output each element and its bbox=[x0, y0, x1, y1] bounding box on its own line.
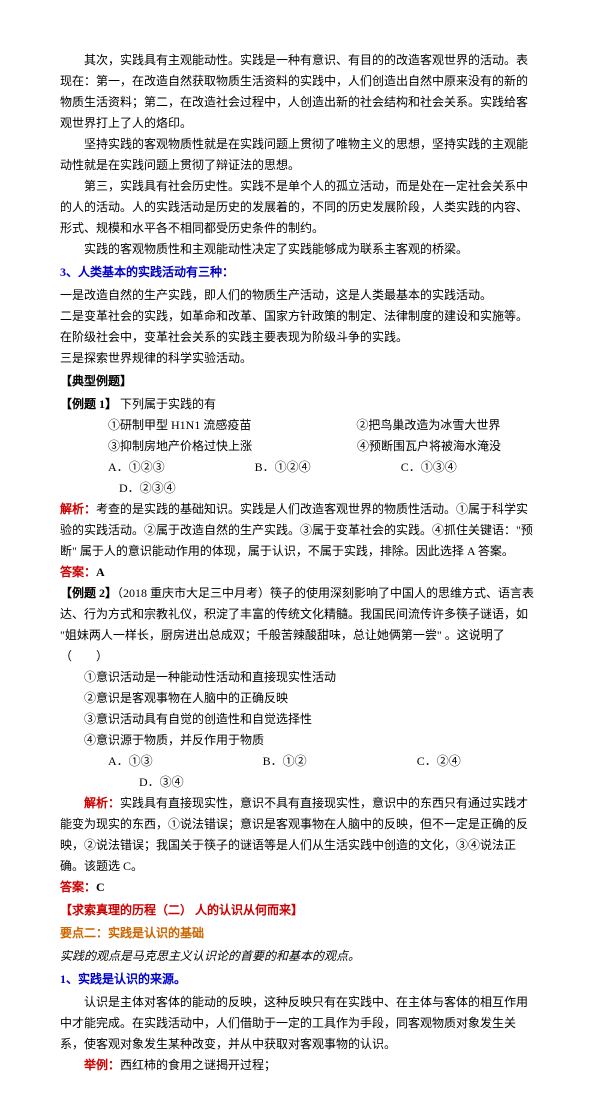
q2-B: B．①② bbox=[239, 751, 307, 772]
q2-jiexi-label: 解析： bbox=[84, 796, 120, 810]
q1-opts-row1: ①研制甲型 H1N1 流感疫苗 ②把鸟巢改造为冰雪大世界 bbox=[60, 415, 535, 436]
q1-D: D．②③④ bbox=[95, 478, 176, 499]
q2-source: （2018 重庆市大足三中月考） bbox=[117, 586, 270, 600]
q1-A: A．①②③ bbox=[84, 457, 165, 478]
para-italic: 实践的观点是马克思主义认识论的首要的和基本的观点。 bbox=[60, 946, 535, 967]
q1-line: 【例题 1】 下列属于实践的有 bbox=[60, 394, 535, 415]
q1-daan-text: A bbox=[96, 565, 105, 579]
q2-title: 【例题 2】 bbox=[60, 586, 117, 600]
q1-opt4: ④预断围瓦户将被海水淹没 bbox=[333, 436, 501, 457]
para-2: 坚持实践的客观物质性就是在实践问题上贯彻了唯物主义的思想，坚持实践的主观能动性就… bbox=[60, 134, 535, 176]
q1-C: C．①③④ bbox=[377, 457, 457, 478]
q1-jiexi-label: 解析： bbox=[60, 502, 96, 516]
q2-opt3: ③意识活动具有自觉的创造性和自觉选择性 bbox=[60, 709, 535, 730]
juli-label: 举例： bbox=[84, 1058, 120, 1072]
para-6: 二是变革社会的实践，如革命和改革、国家方针政策的制定、法律制度的建设和实施等。在… bbox=[60, 306, 535, 348]
heading-types: 3、人类基本的实践活动有三种： bbox=[60, 262, 535, 283]
q2-daan-label: 答案： bbox=[60, 880, 96, 894]
q1-opt1: ①研制甲型 H1N1 流感疫苗 bbox=[84, 415, 251, 436]
example-line: 举例：西红柿的食用之谜揭开过程； bbox=[60, 1055, 535, 1076]
q2-line: 【例题 2】（2018 重庆市大足三中月考）筷子的使用深刻影响了中国人的思维方式… bbox=[60, 583, 535, 667]
q2-jiexi-text: 实践具有直接现实性，意识不具有直接现实性，意识中的东西只有通过实践才能变为现实的… bbox=[60, 796, 528, 873]
q1-analysis: 解析：考查的是实践的基础知识。实践是人们改造客观世界的物质性活动。①属于科学实验… bbox=[60, 499, 535, 562]
q1-opt2: ②把鸟巢改造为冰雪大世界 bbox=[332, 415, 500, 436]
q2-choices: A．①③ B．①② C．②④ D．③④ bbox=[60, 751, 535, 793]
para-8: 认识是主体对客体的能动的反映，这种反映只有在实践中、在主体与客体的相互作用中才能… bbox=[60, 992, 535, 1055]
para-9: 西红柿的食用之谜揭开过程； bbox=[120, 1058, 276, 1072]
q1-jiexi-text: 考查的是实践的基础知识。实践是人们改造客观世界的物质性活动。①属于科学实验的实践… bbox=[60, 502, 533, 558]
q1-answer: 答案：A bbox=[60, 562, 535, 583]
para-3: 第三，实践具有社会历史性。实践不是单个人的孤立活动，而是处在一定社会关系中的人的… bbox=[60, 176, 535, 239]
q2-opt1: ①意识活动是一种能动性活动和直接现实性活动 bbox=[60, 667, 535, 688]
q2-daan-text: C bbox=[96, 880, 105, 894]
para-1: 其次，实践具有主观能动性。实践是一种有意识、有目的的改造客观世界的活动。表现在：… bbox=[60, 50, 535, 134]
q1-B: B．①②④ bbox=[231, 457, 311, 478]
heading-examples: 【典型例题】 bbox=[60, 371, 535, 392]
para-7: 三是探索世界规律的科学实验活动。 bbox=[60, 348, 535, 369]
q2-C: C．②④ bbox=[393, 751, 461, 772]
section-red: 【求索真理的历程（二） 人的认识从何而来】 bbox=[60, 900, 535, 921]
q2-opt2: ②意识是客观事物在人脑中的正确反映 bbox=[60, 688, 535, 709]
q1-title: 【例题 1】 bbox=[60, 397, 117, 411]
q2-analysis: 解析：实践具有直接现实性，意识不具有直接现实性，意识中的东西只有通过实践才能变为… bbox=[60, 793, 535, 877]
q1-stem: 下列属于实践的有 bbox=[120, 397, 216, 411]
q1-choices: A．①②③ B．①②④ C．①③④ D．②③④ bbox=[60, 457, 535, 499]
para-5: 一是改造自然的生产实践，即人们的物质生产活动，这是人类最基本的实践活动。 bbox=[60, 285, 535, 306]
para-4: 实践的客观物质性和主观能动性决定了实践能够成为联系主客观的桥梁。 bbox=[60, 239, 535, 260]
q2-answer: 答案：C bbox=[60, 877, 535, 898]
heading-1-blue: 1、实践是认识的来源。 bbox=[60, 969, 535, 990]
q2-D: D．③④ bbox=[115, 772, 184, 793]
q2-A: A．①③ bbox=[84, 751, 153, 772]
q2-opt4: ④意识源于物质，并反作用于物质 bbox=[60, 730, 535, 751]
q1-opts-row2: ③抑制房地产价格过快上涨 ④预断围瓦户将被海水淹没 bbox=[60, 436, 535, 457]
q1-daan-label: 答案： bbox=[60, 565, 96, 579]
section-orange: 要点二：实践是认识的基础 bbox=[60, 923, 535, 944]
q1-opt3: ③抑制房地产价格过快上涨 bbox=[84, 436, 252, 457]
